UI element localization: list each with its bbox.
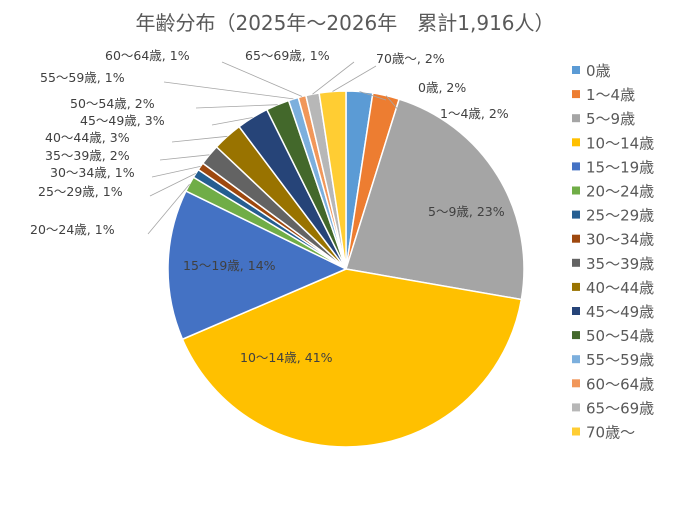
leader-line	[221, 61, 303, 97]
data-label: 40～44歳, 3%	[45, 130, 130, 145]
legend-label: 1～4歳	[586, 86, 635, 104]
data-label: 0歳, 2%	[418, 80, 466, 95]
leader-line	[312, 61, 355, 95]
legend-swatch	[572, 331, 580, 340]
data-labels: 0歳, 2% 1～4歳, 2% 5～9歳, 23% 10～14歳, 41% 15～19歳…	[30, 48, 509, 365]
leader-line	[385, 95, 401, 113]
data-label: 35～39歳, 2%	[45, 148, 130, 163]
legend-label: 60～64歳	[586, 375, 654, 393]
legend-swatch	[572, 90, 580, 99]
legend-label: 40～44歳	[586, 279, 654, 297]
data-label: 25～29歳, 1%	[38, 184, 123, 199]
data-label: 20～24歳, 1%	[30, 222, 115, 237]
legend-label: 70歳～	[586, 424, 635, 442]
chart-title: 年齢分布（2025年～2026年 累計1,916人）	[135, 11, 554, 35]
leader-line	[159, 154, 210, 161]
leader-line	[332, 65, 377, 92]
leader-line	[149, 173, 196, 197]
data-label: 65～69歳, 1%	[245, 48, 330, 63]
legend: 0歳 1～4歳 5～9歳 10～14歳 15～19歳 20～24歳 25～29歳 30～34歳…	[572, 62, 654, 442]
leader-line	[147, 183, 190, 235]
legend-label: 55～59歳	[586, 351, 654, 369]
legend-label: 65～69歳	[586, 399, 654, 417]
legend-label: 0歳	[586, 62, 611, 80]
legend-swatch	[572, 355, 580, 364]
legend-swatch	[572, 210, 580, 219]
legend-swatch	[572, 403, 580, 412]
data-label: 70歳～, 2%	[376, 51, 445, 66]
data-label: 5～9歳, 23%	[428, 204, 505, 219]
legend-swatch	[572, 427, 580, 436]
legend-swatch	[572, 234, 580, 243]
leader-line	[359, 91, 387, 101]
legend-swatch	[572, 307, 580, 315]
legend-swatch	[572, 138, 580, 147]
legend-label: 50～54歳	[586, 327, 654, 345]
legend-swatch	[572, 282, 580, 291]
legend-swatch	[572, 186, 580, 195]
leader-line	[195, 104, 278, 109]
data-label: 30～34歳, 1%	[50, 165, 135, 180]
legend-swatch	[572, 258, 580, 267]
legend-label: 5～9歳	[586, 110, 635, 128]
leader-line	[171, 135, 228, 143]
legend-label: 10～14歳	[586, 134, 654, 152]
data-label: 10～14歳, 41%	[240, 350, 333, 365]
data-label: 60～64歳, 1%	[105, 48, 190, 63]
pie-slice	[181, 268, 523, 448]
data-label: 55～59歳, 1%	[40, 70, 125, 85]
label-leader-lines	[147, 61, 401, 235]
legend-label: 30～34歳	[586, 231, 654, 249]
legend-swatch	[572, 114, 580, 123]
legend-label: 25～29歳	[586, 207, 654, 225]
legend-label: 15～19歳	[586, 158, 654, 176]
leader-line	[163, 81, 294, 100]
leader-line	[211, 117, 253, 126]
data-label: 1～4歳, 2%	[440, 106, 509, 121]
data-label: 50～54歳, 2%	[70, 96, 155, 111]
data-label: 45～49歳, 3%	[80, 113, 165, 128]
legend-swatch	[572, 162, 580, 171]
leader-line	[151, 166, 201, 178]
data-label: 15～19歳, 14%	[183, 258, 276, 273]
legend-label: 45～49歳	[586, 303, 654, 321]
legend-swatch	[572, 66, 580, 74]
legend-swatch	[572, 379, 580, 388]
pie-slice	[167, 190, 348, 341]
legend-label: 20～24歳	[586, 183, 654, 201]
legend-label: 35～39歳	[586, 255, 654, 273]
pie-slice	[345, 98, 525, 301]
